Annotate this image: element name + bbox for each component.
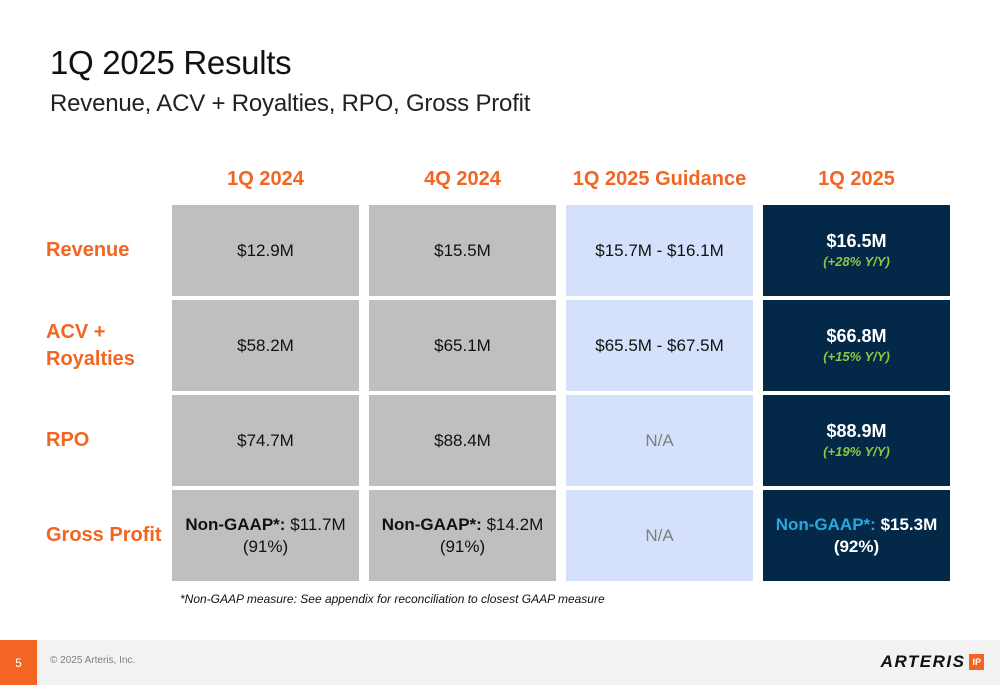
yoy-growth: (+28% Y/Y) <box>823 253 890 269</box>
logo-badge: IP <box>969 654 984 670</box>
cell-acv-1q-2025: $66.8M (+15% Y/Y) <box>763 300 950 391</box>
yoy-growth: (+15% Y/Y) <box>823 348 890 364</box>
copyright: © 2025 Arteris, Inc. <box>50 655 136 666</box>
column-header-1q-2024: 1Q 2024 <box>227 168 304 190</box>
arteris-logo: ARTERIS IP <box>881 652 984 672</box>
column-header-1q-2025: 1Q 2025 <box>818 168 895 190</box>
column-header-4q-2024: 4Q 2024 <box>424 168 501 190</box>
row-label-acv-royalties: ACV + Royalties <box>46 320 135 370</box>
slide-title: 1Q 2025 Results <box>50 44 292 81</box>
value: $88.9M <box>826 420 887 441</box>
cell-acv-4q-2024: $65.1M <box>369 300 556 391</box>
slide-subtitle: Revenue, ACV + Royalties, RPO, Gross Pro… <box>50 90 531 117</box>
page-number: 5 <box>0 640 37 685</box>
cell-revenue-1q-2025: $16.5M (+28% Y/Y) <box>763 205 950 296</box>
logo-text: ARTERIS <box>880 652 966 671</box>
cell-gross-profit-1q-2024: Non-GAAP*: $11.7M (91%) <box>172 490 359 581</box>
cell-acv-guidance: $65.5M - $67.5M <box>566 300 753 391</box>
cell-rpo-4q-2024: $88.4M <box>369 395 556 486</box>
value: $16.5M <box>826 230 887 251</box>
footer: 5 © 2025 Arteris, Inc. ARTERIS IP <box>0 640 1000 685</box>
cell-gross-profit-guidance: N/A <box>566 490 753 581</box>
cell-gross-profit-4q-2024: Non-GAAP*: $14.2M (91%) <box>369 490 556 581</box>
cell-rpo-1q-2025: $88.9M (+19% Y/Y) <box>763 395 950 486</box>
cell-acv-1q-2024: $58.2M <box>172 300 359 391</box>
row-label-rpo: RPO <box>46 429 90 451</box>
cell-rpo-guidance: N/A <box>566 395 753 486</box>
cell-revenue-guidance: $15.7M - $16.1M <box>566 205 753 296</box>
cell-gross-profit-1q-2025: Non-GAAP*: $15.3M (92%) <box>763 490 950 581</box>
cell-revenue-1q-2024: $12.9M <box>172 205 359 296</box>
column-header-1q-2025-guidance: 1Q 2025 Guidance <box>572 168 747 190</box>
yoy-growth: (+19% Y/Y) <box>823 443 890 459</box>
cell-rpo-1q-2024: $74.7M <box>172 395 359 486</box>
value: $66.8M <box>826 325 887 346</box>
row-label-revenue: Revenue <box>46 239 130 261</box>
footnote: *Non-GAAP measure: See appendix for reco… <box>180 592 605 606</box>
row-label-gross-profit: Gross Profit <box>46 524 162 546</box>
cell-revenue-4q-2024: $15.5M <box>369 205 556 296</box>
